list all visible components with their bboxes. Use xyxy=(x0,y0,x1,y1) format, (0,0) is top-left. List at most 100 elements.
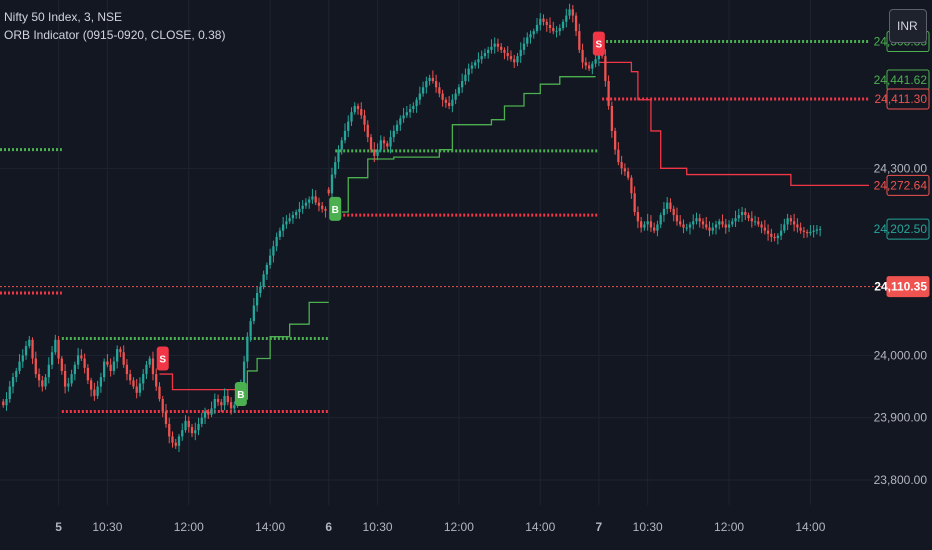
indicator-title[interactable]: ORB Indicator (0915-0920, CLOSE, 0.38) xyxy=(4,28,226,42)
candle-body xyxy=(646,221,649,225)
candle-body xyxy=(122,352,125,365)
candle-body xyxy=(470,65,474,69)
grid xyxy=(0,0,882,505)
candle-body xyxy=(812,230,815,232)
candle-body xyxy=(434,81,438,88)
candle-body xyxy=(558,28,561,32)
trailing-stop-short xyxy=(159,373,245,391)
candles xyxy=(2,3,822,453)
candle-body xyxy=(399,118,402,125)
trailing-stop-long xyxy=(240,301,329,400)
candle-body xyxy=(441,93,444,100)
candle-body xyxy=(262,274,265,287)
symbol-title[interactable]: Nifty 50 Index, 3, NSE xyxy=(4,10,123,24)
candle-body xyxy=(376,149,379,156)
candle-body xyxy=(145,364,148,375)
candle-body xyxy=(298,208,301,212)
candle-body xyxy=(447,102,451,106)
candle-body xyxy=(701,221,705,225)
candle-body xyxy=(766,230,770,234)
candle-body xyxy=(129,374,132,381)
candle-body xyxy=(259,286,262,294)
candle-body xyxy=(532,31,535,35)
candle-body xyxy=(408,109,412,113)
candle-body xyxy=(461,81,464,88)
price-axis[interactable]: 24,300.00 24,000.00 23,900.00 23,800.00 xyxy=(874,161,928,487)
candle-body xyxy=(474,62,477,66)
candle-body xyxy=(174,442,177,446)
time-tick-label: 5 xyxy=(55,520,62,534)
candle-body xyxy=(509,56,513,60)
candle-body xyxy=(210,408,213,415)
candle-body xyxy=(669,202,672,209)
candle-body xyxy=(369,137,373,150)
candle-body xyxy=(213,399,216,409)
candle-body xyxy=(773,236,776,239)
candle-body xyxy=(487,49,490,53)
candle-body xyxy=(522,43,526,50)
candle-body xyxy=(343,130,347,141)
candle-body xyxy=(89,380,93,390)
candle-body xyxy=(171,436,174,443)
candle-body xyxy=(366,124,369,138)
signal-sell-marker xyxy=(592,31,605,56)
time-axis[interactable]: 5 10:30 12:00 14:00 6 10:30 12:00 14:00 7 10:30 12… xyxy=(55,520,825,534)
candle-body xyxy=(216,399,220,403)
candle-body xyxy=(373,149,376,156)
candle-body xyxy=(278,230,282,237)
candle-body xyxy=(705,224,708,228)
currency-button[interactable]: INR xyxy=(889,9,927,43)
candle-body xyxy=(757,221,760,225)
candle-body xyxy=(265,264,269,275)
candle-body xyxy=(740,211,744,216)
candle-body xyxy=(454,93,457,100)
price-label-text: 24,110.35 xyxy=(874,280,927,294)
candle-body xyxy=(392,130,395,138)
candle-body xyxy=(516,56,519,63)
candle-body xyxy=(519,49,522,57)
candle-body xyxy=(57,339,60,359)
candle-body xyxy=(493,43,496,47)
price-label-box xyxy=(886,218,930,240)
candle-body xyxy=(578,31,581,50)
candle-body xyxy=(467,68,470,75)
candle-body xyxy=(513,59,516,63)
time-tick-label: 14:00 xyxy=(525,520,555,534)
candle-body xyxy=(425,81,428,88)
candle-body xyxy=(83,358,86,368)
candle-body xyxy=(252,305,255,322)
orb-levels xyxy=(0,40,869,413)
price-label-text: 24,441.62 xyxy=(874,73,928,87)
candle-body xyxy=(282,224,285,231)
candle-body xyxy=(672,208,675,216)
candle-body xyxy=(233,405,236,409)
candle-body xyxy=(675,215,679,222)
candle-body xyxy=(70,374,73,384)
candle-body xyxy=(200,417,203,424)
candle-body xyxy=(744,211,747,216)
candle-body xyxy=(125,364,129,375)
candle-body xyxy=(161,399,164,412)
trailing-stops xyxy=(159,61,869,400)
price-tick-label: 23,800.00 xyxy=(874,473,928,487)
candle-body xyxy=(50,352,54,365)
candle-body xyxy=(21,355,24,362)
candle-body xyxy=(731,221,734,225)
candle-body xyxy=(197,423,200,431)
candle-body xyxy=(627,171,630,178)
candle-body xyxy=(685,227,688,229)
price-label-text: 24,411.30 xyxy=(875,92,928,106)
candle-body xyxy=(242,361,246,387)
candle-body xyxy=(695,218,698,222)
candle-body xyxy=(617,149,620,163)
signal-buy-marker xyxy=(329,196,342,221)
candle-body xyxy=(819,229,822,231)
candle-body xyxy=(34,358,37,375)
candle-body xyxy=(734,218,737,222)
candle-body xyxy=(620,162,623,169)
candle-body xyxy=(353,105,356,113)
candle-body xyxy=(594,59,597,64)
candle-body xyxy=(15,370,18,378)
price-label-box xyxy=(886,276,930,298)
